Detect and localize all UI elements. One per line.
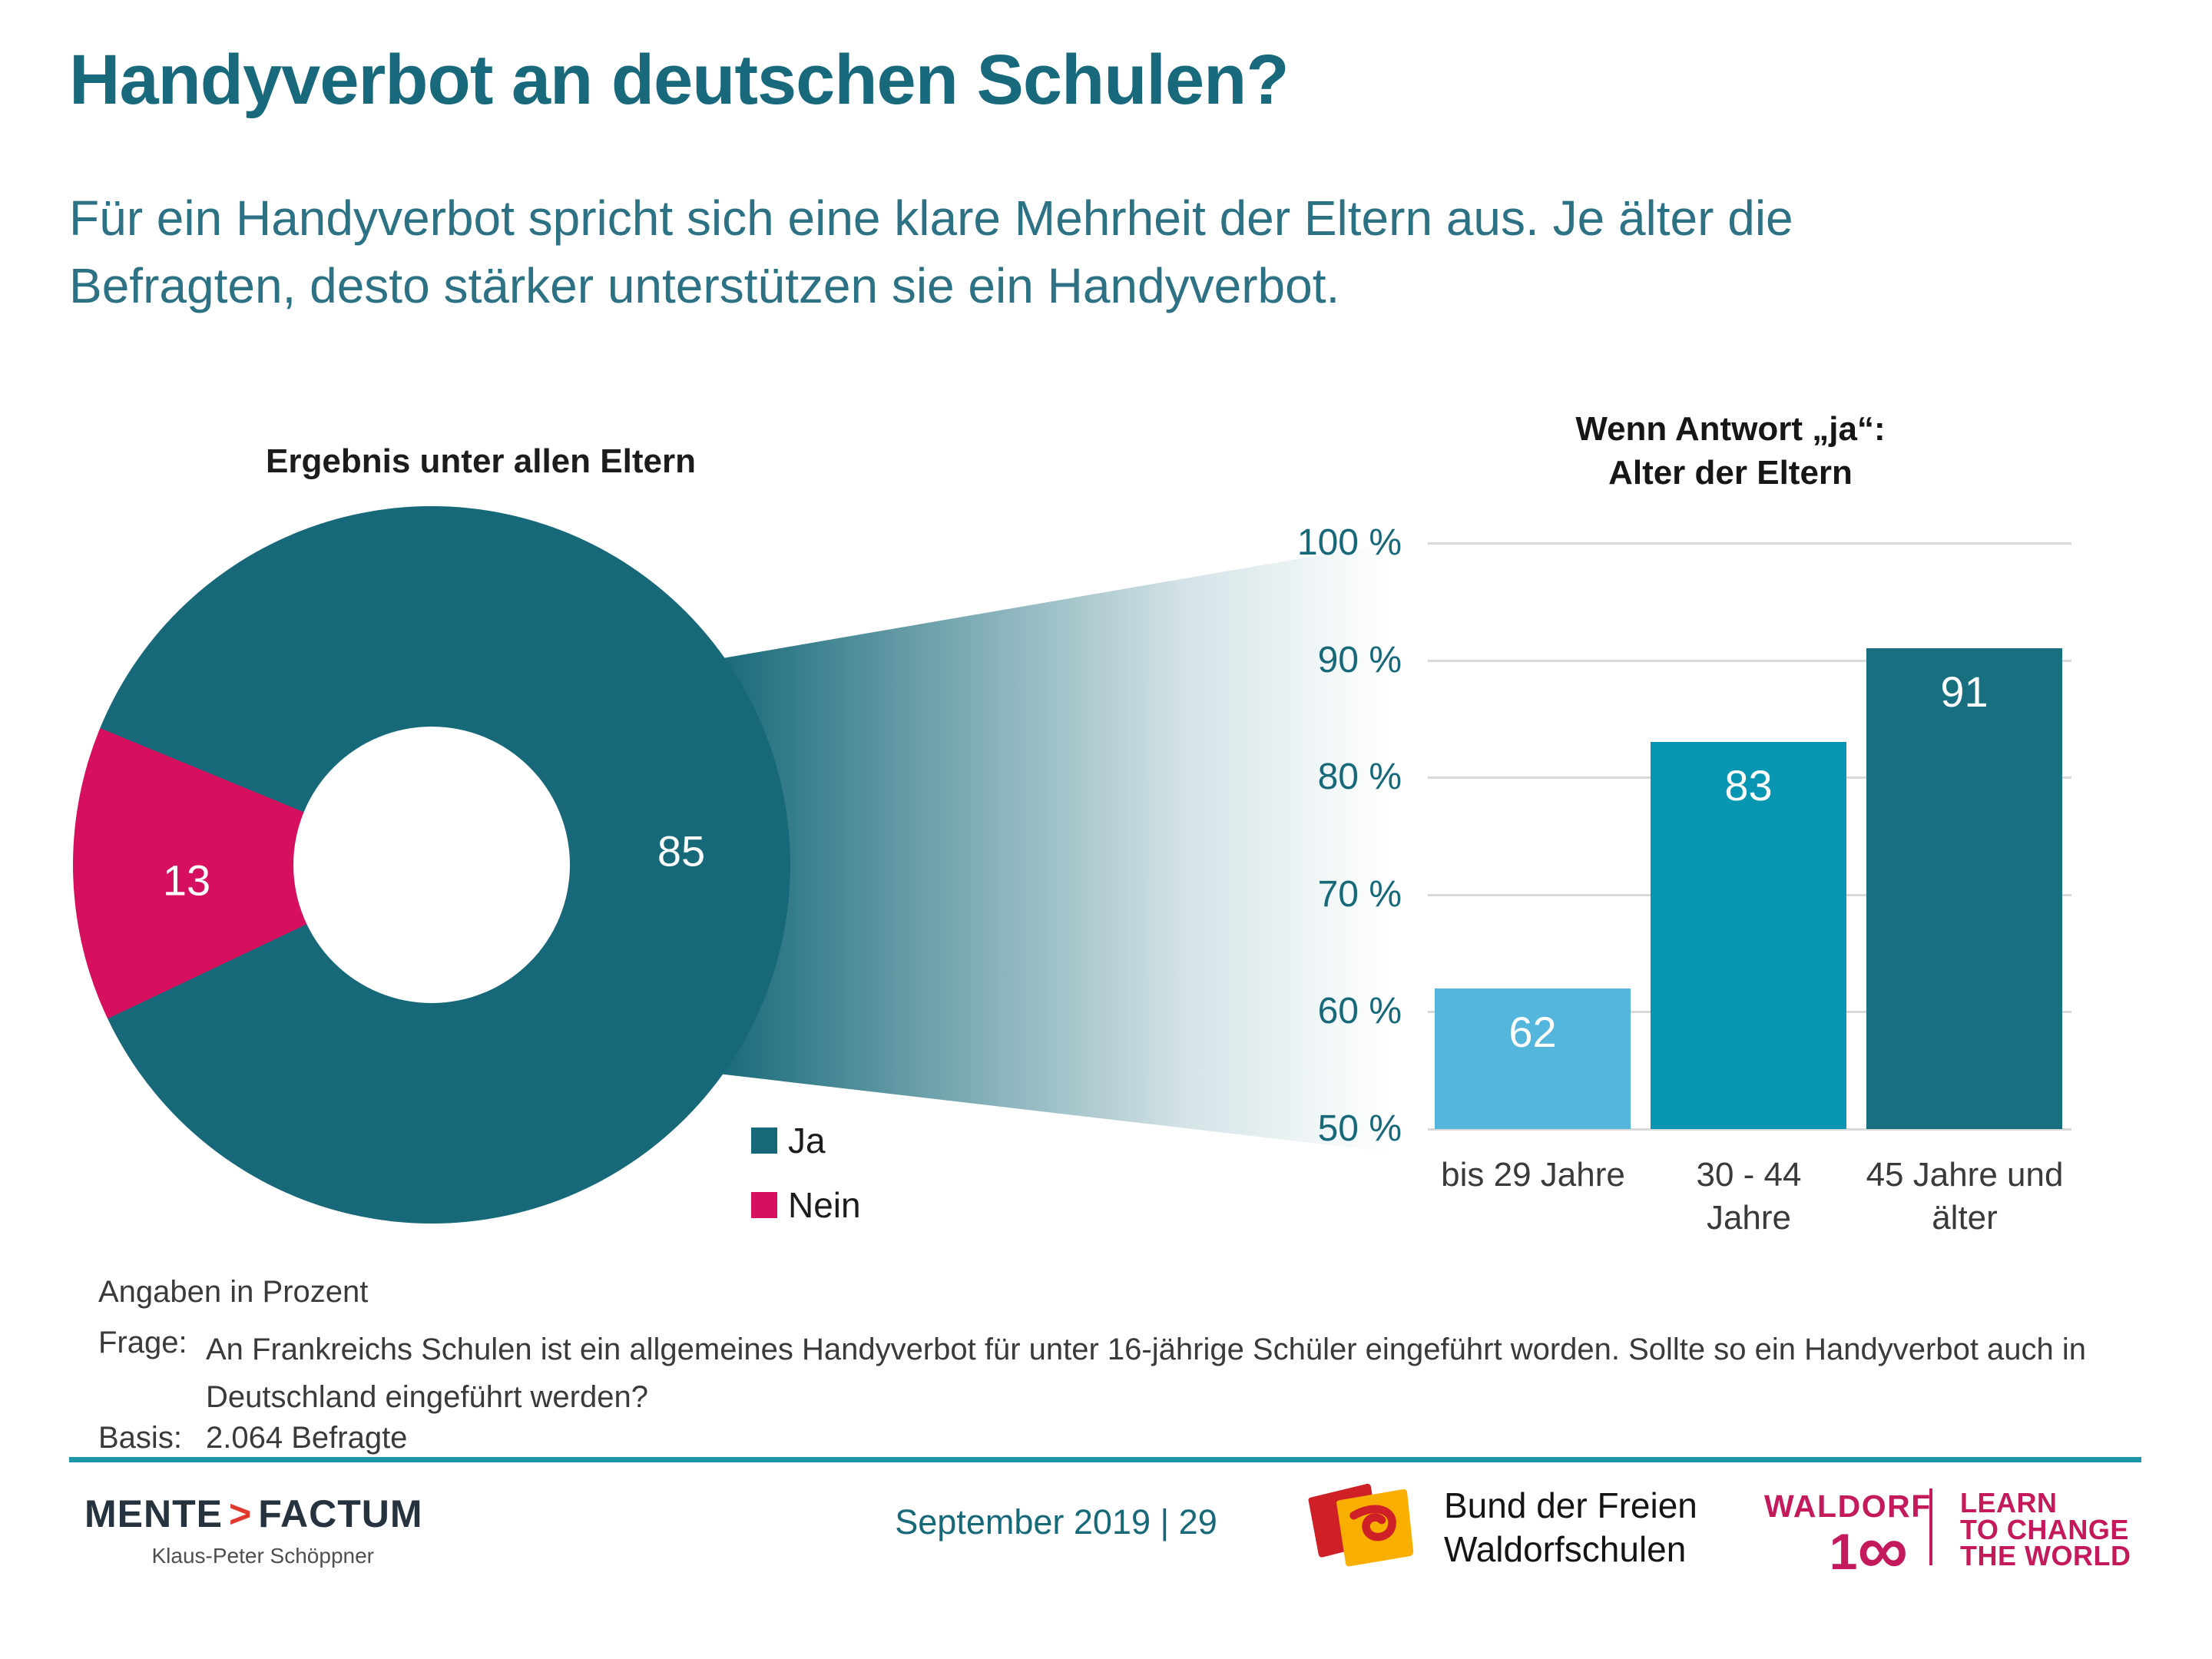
waldorfschulen-logo-icon xyxy=(1308,1483,1414,1567)
basis-label: Basis: xyxy=(98,1421,182,1455)
learn-line2: TO CHANGE xyxy=(1960,1513,2129,1545)
legend-label-nein: Nein xyxy=(788,1185,861,1225)
bar-value-label: 62 xyxy=(1508,1007,1557,1056)
page-subtitle-line2: Befragten, desto stärker unterstützen si… xyxy=(69,258,1340,313)
mente-factum-logo: MENTE > FACTUM xyxy=(84,1492,423,1536)
chevron-right-icon: > xyxy=(229,1492,253,1535)
x-label-line: 30 - 44 xyxy=(1696,1156,1802,1194)
frage-label: Frage: xyxy=(98,1326,187,1359)
bar-chart-title: Wenn Antwort „ja“: Alter der Eltern xyxy=(1385,407,2076,495)
learn-line3: THE WORLD xyxy=(1960,1540,2131,1571)
legend-swatch-nein xyxy=(751,1192,777,1218)
bar-value-label: 91 xyxy=(1940,667,1988,717)
y-axis-tick-label: 80 % xyxy=(1317,757,1402,798)
legend-item-nein: Nein xyxy=(751,1184,861,1226)
waldorf-divider-line xyxy=(1929,1488,1932,1565)
mente-factum-word2: FACTUM xyxy=(258,1492,423,1535)
y-axis-tick-label: 100 % xyxy=(1296,522,1402,563)
bar: 62 xyxy=(1435,988,1631,1129)
frage-line2: Deutschland eingeführt werden? xyxy=(206,1380,648,1414)
y-axis-tick-label: 50 % xyxy=(1317,1108,1402,1149)
page-subtitle-line1: Für ein Handyverbot spricht sich eine kl… xyxy=(69,190,1793,246)
waldorf-one: 1 xyxy=(1829,1523,1858,1580)
legend-swatch-ja xyxy=(751,1128,777,1154)
learn-line1: LEARN xyxy=(1960,1487,2058,1518)
x-axis-category-label: 45 Jahre und älter xyxy=(1834,1154,2095,1240)
x-label-line: 45 Jahre und xyxy=(1866,1156,2064,1194)
page-subtitle: Für ein Handyverbot spricht sich eine kl… xyxy=(69,184,1793,320)
unit-note: Angaben in Prozent xyxy=(98,1275,369,1309)
frage-line1: An Frankreichs Schulen ist ein allgemein… xyxy=(206,1333,2087,1366)
bar: 83 xyxy=(1651,742,1846,1129)
zoom-beam-decoration xyxy=(718,543,1390,1152)
date-and-page-number: September 2019 | 29 xyxy=(895,1502,1217,1541)
bar-chart-title-line2: Alter der Eltern xyxy=(1608,454,1853,492)
donut-chart-title: Ergebnis unter allen Eltern xyxy=(266,442,696,480)
page-title: Handyverbot an deutschen Schulen? xyxy=(69,41,1290,119)
basis-value: 2.064 Befragte xyxy=(206,1421,408,1455)
y-axis-tick-label: 70 % xyxy=(1317,873,1402,915)
x-label-line: bis 29 Jahre xyxy=(1441,1156,1625,1194)
bar-chart-title-line1: Wenn Antwort „ja“: xyxy=(1575,410,1886,448)
donut-hole xyxy=(293,727,570,1003)
bund-line1: Bund der Freien xyxy=(1444,1485,1697,1525)
donut-legend: Ja Nein xyxy=(751,1120,861,1226)
donut-chart xyxy=(73,506,790,1224)
bund-line2: Waldorfschulen xyxy=(1444,1529,1687,1569)
bar-chart-plot: 100 % 90 % 80 % 70 % 60 % 50 % 62 83 xyxy=(1297,522,2071,1237)
gridline xyxy=(1428,1128,2071,1131)
gridline xyxy=(1428,542,2071,545)
donut-slice-label-nein: 13 xyxy=(162,856,211,905)
y-axis-tick-label: 90 % xyxy=(1317,639,1402,680)
x-label-line: Jahre xyxy=(1706,1199,1792,1237)
frage-text: An Frankreichs Schulen ist ein allgemein… xyxy=(206,1326,2086,1421)
waldorf-word: WALDORF xyxy=(1764,1488,1932,1524)
x-axis-category-label: bis 29 Jahre xyxy=(1402,1154,1664,1197)
y-axis-tick-label: 60 % xyxy=(1317,991,1402,1032)
gridline xyxy=(1428,659,2071,662)
waldorfschulen-logo-text: Bund der Freien Waldorfschulen xyxy=(1444,1484,1697,1571)
legend-item-ja: Ja xyxy=(751,1120,861,1161)
x-label-line: älter xyxy=(1932,1199,1998,1237)
footer-divider-rule xyxy=(69,1457,2141,1462)
infinity-icon: ∞ xyxy=(1857,1511,1908,1589)
mente-factum-caption: Klaus-Peter Schöppner xyxy=(151,1544,374,1568)
bar: 91 xyxy=(1866,648,2062,1129)
bar-value-label: 83 xyxy=(1724,761,1773,810)
x-axis-category-label: 30 - 44 Jahre xyxy=(1618,1154,1879,1240)
donut-slice-label-ja: 85 xyxy=(657,826,706,876)
waldorf-100-number: 1∞ xyxy=(1764,1515,1908,1588)
waldorf-100-logo: WALDORF 1∞ xyxy=(1764,1488,1932,1588)
learn-to-change-the-world-text: LEARN TO CHANGE THE WORLD xyxy=(1960,1487,2131,1571)
legend-label-ja: Ja xyxy=(788,1121,826,1161)
mente-factum-word1: MENTE xyxy=(84,1492,223,1535)
